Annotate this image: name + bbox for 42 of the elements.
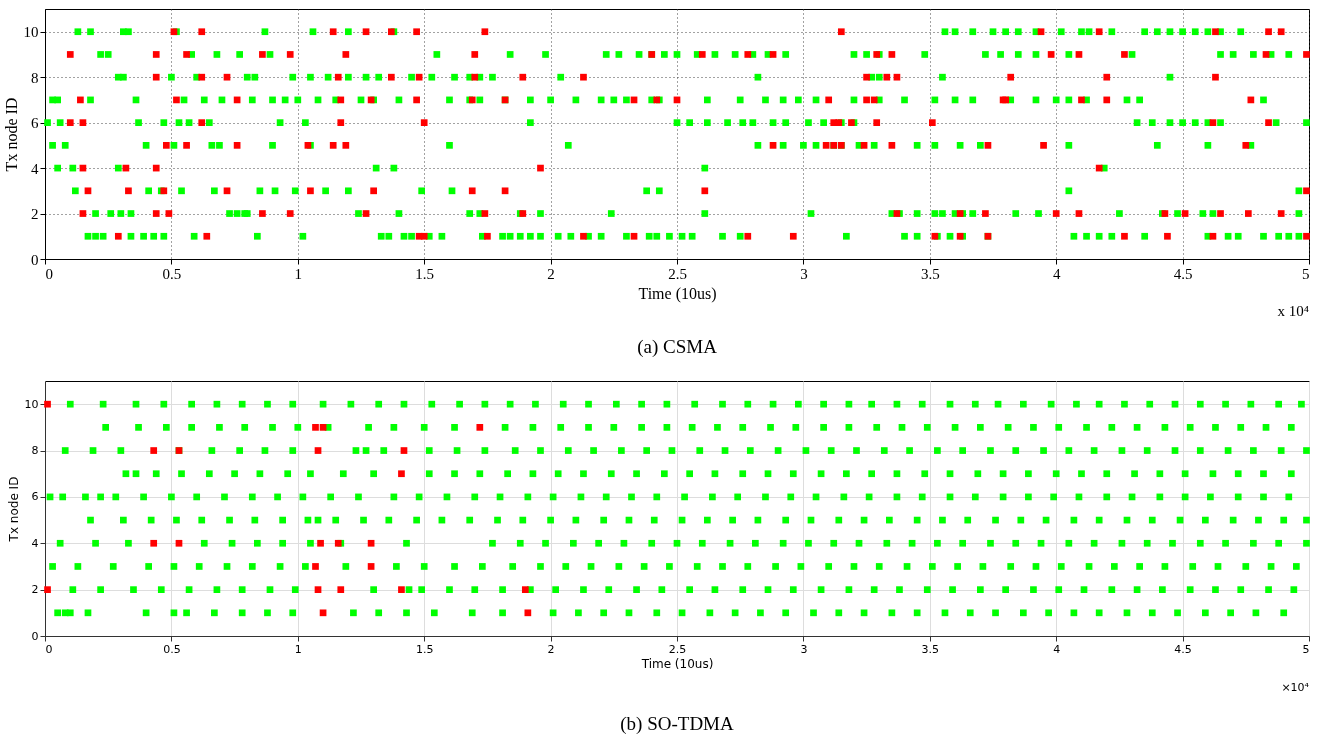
y-tick-label: 6 [31, 490, 39, 504]
x-tick-label: 5 [1302, 265, 1310, 282]
x-tick-label: 0 [45, 642, 53, 656]
y-tick-label: 0 [31, 251, 39, 268]
text: (a) CSMA [637, 336, 718, 358]
x-tick-label: 4 [1052, 265, 1061, 282]
y-tick-label: 2 [31, 583, 39, 597]
x-tick-label: 0.5 [163, 642, 181, 656]
x-tick-label: 2.5 [668, 642, 687, 656]
y-tick-label: 6 [31, 115, 39, 132]
x-tick-label: 3 [800, 642, 808, 656]
y-tick-label: 0 [31, 629, 39, 643]
x-axis-title: Time (10us) [640, 656, 714, 671]
y-axis-title: Tx node ID [6, 476, 21, 543]
y-tick-label: 4 [31, 536, 39, 550]
x-tick-label: 0.5 [162, 265, 182, 282]
x-tick-label: 4.5 [1173, 265, 1193, 282]
y-tick-label: 8 [31, 69, 39, 86]
x-tick-label: 2 [547, 642, 555, 656]
x-tick-label: 5 [1302, 642, 1310, 656]
x-tick-label: 2 [547, 265, 555, 282]
x-tick-label: 1 [294, 642, 302, 656]
x-tick-label: 2.5 [668, 265, 687, 282]
y-tick-label: 8 [31, 444, 39, 458]
x-tick-label: 1 [294, 265, 303, 282]
y-axis-title: Tx node ID [2, 97, 20, 172]
x-tick-label: 4 [1053, 642, 1061, 656]
x-tick-label: 3.5 [921, 642, 940, 656]
y-tick-label: 10 [24, 397, 39, 411]
x-axis-title: Time (10us) [638, 284, 717, 303]
y-tick-label: 4 [31, 160, 39, 177]
x-tick-label: 4.5 [1174, 642, 1192, 656]
y-tick-label: 2 [31, 206, 39, 223]
text: x 10⁴ [1277, 303, 1309, 319]
y-tick-label: 10 [23, 24, 39, 41]
text: ×10⁴ [1281, 681, 1310, 694]
x-tick-label: 1.5 [415, 642, 434, 656]
text: (b) SO-TDMA [620, 713, 735, 735]
x-tick-label: 0 [45, 265, 53, 282]
x-tick-label: 3.5 [920, 265, 940, 282]
x-tick-label: 1.5 [415, 265, 435, 282]
x-tick-label: 3 [800, 265, 808, 282]
